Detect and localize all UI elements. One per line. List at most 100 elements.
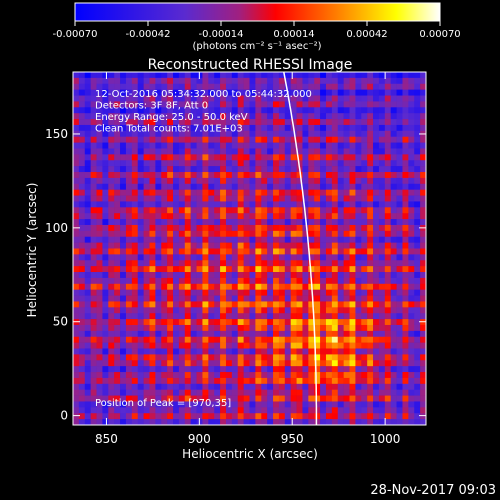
heatmap-cell bbox=[84, 166, 91, 173]
heatmap-cell bbox=[378, 319, 386, 326]
heatmap-cell bbox=[390, 248, 397, 255]
heatmap-cell bbox=[190, 407, 197, 414]
heatmap-cell bbox=[390, 324, 397, 332]
heatmap-cell bbox=[325, 295, 333, 302]
heatmap-cell bbox=[249, 289, 256, 296]
heatmap-cell bbox=[184, 248, 191, 255]
heatmap-cell bbox=[331, 289, 339, 296]
heatmap-cell bbox=[373, 395, 380, 402]
heatmap-cell bbox=[367, 207, 374, 214]
heatmap-cell bbox=[320, 72, 327, 79]
heatmap-cell bbox=[225, 354, 233, 361]
heatmap-cell bbox=[102, 242, 109, 249]
heatmap-cell bbox=[290, 119, 297, 126]
heatmap-cell bbox=[249, 189, 256, 196]
heatmap-cell bbox=[202, 154, 209, 161]
heatmap-cell bbox=[143, 342, 150, 349]
heatmap-cell bbox=[355, 401, 362, 408]
heatmap-cell bbox=[161, 354, 168, 361]
heatmap-cell bbox=[384, 342, 391, 349]
heatmap-cell bbox=[149, 366, 156, 373]
heatmap-cell bbox=[255, 248, 262, 255]
heatmap-cell bbox=[173, 177, 180, 185]
heatmap-cell bbox=[378, 324, 386, 332]
heatmap-cell bbox=[314, 242, 321, 249]
heatmap-cell bbox=[73, 313, 80, 320]
heatmap-cell bbox=[337, 277, 344, 285]
heatmap-cell bbox=[173, 89, 180, 96]
heatmap-cell bbox=[131, 242, 139, 249]
heatmap-cell bbox=[325, 201, 333, 208]
heatmap-cell bbox=[343, 183, 350, 190]
heatmap-cell bbox=[249, 248, 256, 255]
heatmap-cell bbox=[355, 224, 362, 232]
heatmap-cell bbox=[173, 230, 180, 238]
heatmap-cell bbox=[390, 395, 397, 402]
heatmap-cell bbox=[167, 177, 174, 185]
heatmap-cell bbox=[173, 154, 180, 161]
heatmap-cell bbox=[249, 283, 256, 290]
heatmap-cell bbox=[355, 154, 362, 161]
heatmap-cell bbox=[184, 266, 191, 273]
heatmap-cell bbox=[102, 101, 109, 108]
heatmap-cell bbox=[143, 183, 150, 190]
heatmap-cell bbox=[196, 313, 203, 320]
heatmap-cell bbox=[261, 313, 268, 320]
heatmap-cell bbox=[90, 313, 97, 320]
heatmap-cell bbox=[325, 254, 333, 261]
heatmap-cell bbox=[367, 401, 374, 408]
heatmap-cell bbox=[308, 354, 315, 361]
heatmap-cell bbox=[131, 101, 139, 108]
heatmap-cell bbox=[90, 230, 97, 238]
heatmap-cell bbox=[384, 154, 391, 161]
heatmap-cell bbox=[190, 383, 197, 390]
heatmap-cell bbox=[314, 183, 321, 190]
heatmap-cell bbox=[331, 136, 339, 143]
heatmap-cell bbox=[214, 407, 221, 414]
heatmap-cell bbox=[214, 224, 221, 232]
heatmap-cell bbox=[102, 177, 109, 185]
heatmap-cell bbox=[402, 389, 409, 396]
heatmap-cell bbox=[302, 342, 309, 349]
heatmap-cell bbox=[84, 383, 91, 390]
heatmap-cell bbox=[302, 189, 309, 196]
heatmap-cell bbox=[131, 219, 139, 226]
heatmap-cell bbox=[225, 283, 233, 290]
heatmap-cell bbox=[208, 172, 215, 179]
heatmap-cell bbox=[420, 283, 426, 290]
heatmap-cell bbox=[84, 172, 91, 179]
heatmap-cell bbox=[337, 160, 344, 167]
heatmap-cell bbox=[408, 289, 415, 296]
heatmap-cell bbox=[420, 313, 426, 320]
heatmap-cell bbox=[84, 354, 91, 361]
heatmap-cell bbox=[325, 289, 333, 296]
heatmap-cell bbox=[367, 89, 374, 96]
heatmap-cell bbox=[155, 224, 162, 232]
heatmap-cell bbox=[331, 330, 339, 338]
heatmap-cell bbox=[108, 236, 115, 243]
heatmap-cell bbox=[284, 401, 291, 408]
heatmap-cell bbox=[102, 277, 109, 285]
heatmap-cell bbox=[378, 313, 386, 320]
heatmap-cell bbox=[155, 354, 162, 361]
heatmap-cell bbox=[343, 366, 350, 373]
heatmap-cell bbox=[114, 77, 121, 85]
heatmap-cell bbox=[414, 124, 421, 132]
heatmap-cell bbox=[78, 119, 86, 126]
heatmap-cell bbox=[302, 324, 309, 332]
heatmap-cell bbox=[373, 224, 380, 232]
heatmap-cell bbox=[125, 107, 133, 114]
heatmap-cell bbox=[243, 360, 250, 367]
heatmap-cell bbox=[331, 130, 339, 138]
heatmap-cell bbox=[125, 295, 133, 302]
heatmap-cell bbox=[355, 248, 362, 255]
heatmap-cell bbox=[173, 113, 180, 120]
heatmap-cell bbox=[149, 277, 156, 285]
heatmap-cell bbox=[220, 348, 227, 355]
heatmap-cell bbox=[396, 83, 403, 90]
heatmap-cell bbox=[208, 219, 215, 226]
heatmap-cell bbox=[131, 407, 139, 414]
heatmap-cell bbox=[137, 330, 144, 338]
heatmap-cell bbox=[131, 72, 139, 79]
heatmap-cell bbox=[214, 113, 221, 120]
